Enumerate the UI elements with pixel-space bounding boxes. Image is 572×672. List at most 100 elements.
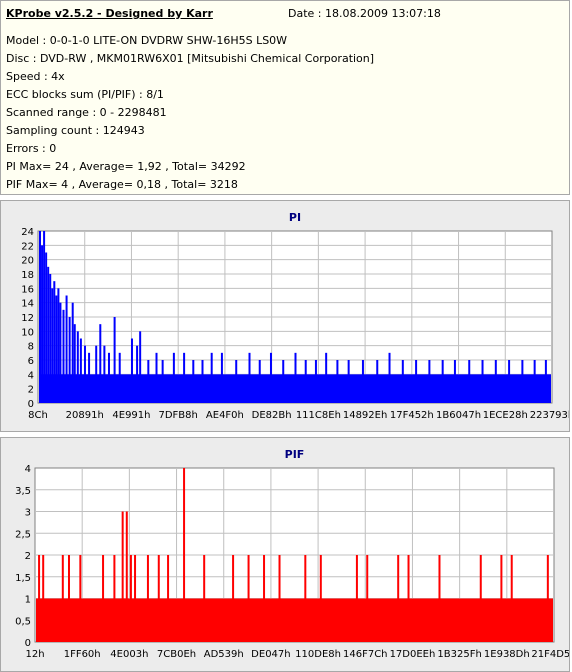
data-bar xyxy=(248,352,251,403)
x-tick-label: 4E003h xyxy=(110,649,148,660)
x-tick-label: 1ECE28h xyxy=(483,410,528,421)
data-bar xyxy=(428,360,431,403)
info-panel: KProbe v2.5.2 - Designed by Karr Date : … xyxy=(0,0,570,195)
data-bar xyxy=(183,468,186,642)
info-scanned-range: Scanned range : 0 - 2298481 xyxy=(6,106,167,119)
data-bar xyxy=(83,345,86,403)
x-tick-label: 12h xyxy=(25,649,44,660)
data-bar xyxy=(41,245,44,403)
data-bar xyxy=(438,555,441,642)
y-tick-label: 8 xyxy=(28,342,34,353)
data-bar xyxy=(62,309,65,403)
x-tick-label: DE047h xyxy=(251,649,290,660)
y-tick-label: 22 xyxy=(21,241,34,252)
data-bar xyxy=(319,555,322,642)
data-bar xyxy=(130,338,133,403)
data-bar xyxy=(139,331,142,403)
data-bar xyxy=(147,360,150,403)
scan-date: Date : 18.08.2009 13:07:18 xyxy=(288,7,441,20)
data-bar xyxy=(258,360,261,403)
data-bar xyxy=(355,555,358,642)
y-tick-label: 18 xyxy=(21,270,34,281)
y-tick-label: 1 xyxy=(25,595,31,606)
x-tick-label: 146F7Ch xyxy=(343,649,388,660)
data-bar xyxy=(76,331,79,403)
data-bar xyxy=(183,352,186,403)
pi-chart-panel: PI 0 2 4 6 8 10 12 14 16 18 20 22 24 8Ch 20891h 4E991h 7D… xyxy=(0,200,570,432)
data-bar xyxy=(99,324,102,403)
y-tick-label: 2 xyxy=(25,551,31,562)
data-bar xyxy=(155,352,158,403)
data-bar xyxy=(113,317,116,403)
data-bar xyxy=(49,274,52,403)
data-bar xyxy=(294,352,297,403)
data-bar xyxy=(146,555,149,642)
data-bar xyxy=(500,555,503,642)
y-tick-label: 0,5 xyxy=(15,616,31,627)
x-tick-label: DE82Bh xyxy=(252,410,292,421)
data-bar xyxy=(167,555,170,642)
data-bar xyxy=(203,555,206,642)
x-tick-label: 7DFB8h xyxy=(158,410,197,421)
x-tick-label: 223793h xyxy=(530,410,569,421)
y-tick-label: 24 xyxy=(21,227,34,238)
y-tick-label: 3 xyxy=(25,508,31,519)
data-bar xyxy=(134,555,137,642)
data-bar xyxy=(113,555,116,642)
info-ecc-sum: ECC blocks sum (PI/PIF) : 8/1 xyxy=(6,88,164,101)
data-bar xyxy=(172,352,175,403)
x-tick-label: 14892Eh xyxy=(343,410,387,421)
data-bar xyxy=(51,288,54,403)
data-bar xyxy=(347,360,350,403)
data-bar xyxy=(521,360,524,403)
x-tick-label: 1E938Dh xyxy=(484,649,530,660)
y-tick-label: 2 xyxy=(28,385,34,396)
data-bar xyxy=(397,555,400,642)
app-title: KProbe v2.5.2 - Designed by Karr xyxy=(6,7,213,20)
data-bar xyxy=(361,360,364,403)
data-bar xyxy=(59,302,62,403)
data-bar xyxy=(42,555,45,642)
data-bar xyxy=(407,555,410,642)
info-model: Model : 0-0-1-0 LITE-ON DVDRW SHW-16H5S … xyxy=(6,34,288,47)
data-bar xyxy=(95,345,98,403)
x-tick-label: 21F4D5h xyxy=(531,649,569,660)
data-bar xyxy=(544,360,547,403)
y-tick-label: 0 xyxy=(28,399,34,410)
data-bar xyxy=(220,352,223,403)
y-tick-label: 20 xyxy=(21,256,34,267)
data-bar xyxy=(43,231,46,403)
data-bar xyxy=(468,360,471,403)
x-tick-label: 111C8Eh xyxy=(296,410,341,421)
x-tick-label: AD539h xyxy=(204,649,244,660)
y-tick-label: 4 xyxy=(25,464,31,475)
data-bar xyxy=(121,511,124,642)
data-bar xyxy=(533,360,536,403)
data-bar xyxy=(79,555,82,642)
info-speed: Speed : 4x xyxy=(6,70,65,83)
y-tick-label: 2,5 xyxy=(15,529,31,540)
data-bar xyxy=(125,511,128,642)
data-bar xyxy=(73,324,76,403)
x-tick-label: 20891h xyxy=(66,410,104,421)
data-bar xyxy=(401,360,404,403)
info-disc: Disc : DVD-RW , MKM01RW6X01 [Mitsubishi … xyxy=(6,52,375,65)
data-bar xyxy=(376,360,379,403)
data-bar xyxy=(336,360,339,403)
data-bar xyxy=(67,555,70,642)
data-bar xyxy=(129,555,132,642)
data-bar xyxy=(57,288,60,403)
data-bar xyxy=(210,352,213,403)
y-tick-label: 6 xyxy=(28,356,34,367)
data-bar xyxy=(510,555,513,642)
data-bar xyxy=(107,352,110,403)
data-bar xyxy=(118,352,121,403)
data-bar xyxy=(278,555,281,642)
x-tick-label: 17F452h xyxy=(390,410,434,421)
data-bar xyxy=(314,360,317,403)
x-tick-label: 8Ch xyxy=(28,410,48,421)
y-tick-label: 10 xyxy=(21,327,34,338)
data-bar xyxy=(53,281,56,403)
data-bar xyxy=(388,352,391,403)
